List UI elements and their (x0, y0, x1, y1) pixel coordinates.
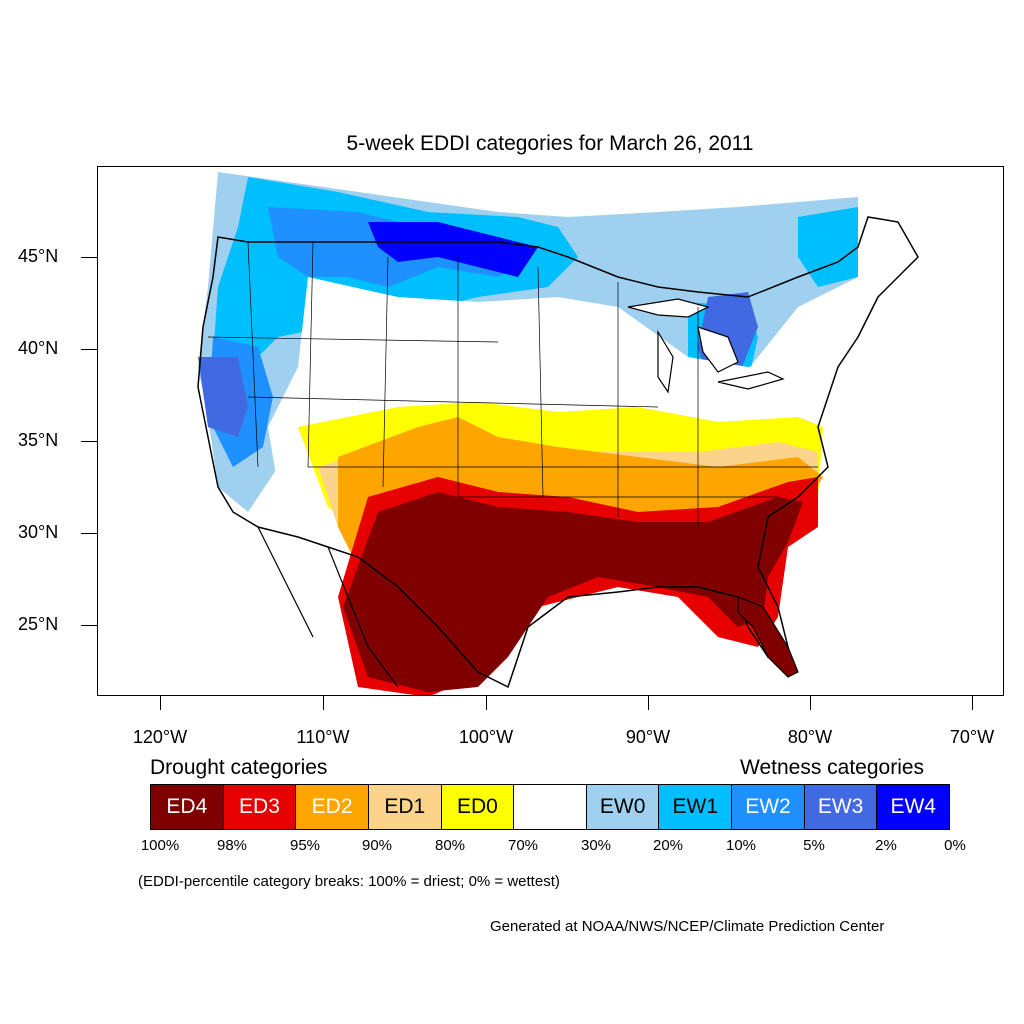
lon-label-110: 110°W (296, 727, 350, 747)
pct-break: 98% (216, 837, 248, 854)
lat-tick-35 (81, 441, 97, 442)
lat-tick-40 (81, 349, 97, 350)
pct-break: 95% (289, 837, 321, 854)
lon-tick-80 (810, 696, 811, 710)
legend-ed1: ED1 (368, 785, 442, 829)
eddi-map (197, 172, 919, 695)
lon-label-120: 120°W (132, 727, 188, 747)
map-panel (97, 166, 1004, 696)
map-title: 5-week EDDI categories for March 26, 201… (346, 132, 754, 155)
lon-tick-90 (648, 696, 649, 710)
lon-tick-110 (323, 696, 324, 710)
region-neutral (268, 277, 818, 487)
pct-break: 10% (725, 837, 757, 854)
lat-tick-45 (81, 257, 97, 258)
pct-break: 80% (434, 837, 466, 854)
region-ew4 (368, 222, 538, 277)
lat-tick-25 (81, 625, 97, 626)
legend-neutral (514, 785, 587, 829)
lon-tick-70 (972, 696, 973, 710)
pct-break: 0% (944, 837, 966, 854)
drought-heading: Drought categories (150, 756, 328, 779)
credit-line: Generated at NOAA/NWS/NCEP/Climate Predi… (490, 918, 885, 935)
category-note: (EDDI-percentile category breaks: 100% =… (138, 873, 560, 890)
mexico-outline (257, 526, 399, 688)
lon-label-70: 70°W (949, 727, 995, 747)
lat-label-40: 40°N (18, 338, 59, 358)
legend-ew2: EW2 (732, 785, 805, 829)
conus-outline (197, 216, 919, 689)
legend-ed2: ED2 (296, 785, 369, 829)
lat-tick-30 (81, 533, 97, 534)
pct-break: 2% (875, 837, 897, 854)
legend-ew0: EW0 (586, 785, 660, 829)
pct-break: 70% (507, 837, 539, 854)
florida (737, 596, 799, 678)
pct-break: 100% (140, 837, 180, 854)
region-ew3 (198, 357, 248, 437)
region-ew1-northeast (798, 207, 858, 287)
legend-ed3: ED3 (223, 785, 297, 829)
pct-break: 5% (803, 837, 825, 854)
lon-tick-100 (486, 696, 487, 710)
lat-label-45: 45°N (18, 246, 59, 266)
pct-break: 20% (652, 837, 684, 854)
state-borders (207, 241, 818, 527)
color-legend: ED4 ED3 ED2 ED1 ED0 EW0 EW1 EW2 EW3 EW4 (150, 784, 950, 830)
legend-ew1: EW1 (659, 785, 733, 829)
legend-ed4: ED4 (151, 785, 224, 829)
lon-tick-120 (160, 696, 161, 710)
pct-break: 30% (580, 837, 612, 854)
lon-label-90: 90°W (625, 727, 671, 747)
legend-ew4: EW4 (877, 785, 950, 829)
wetness-heading: Wetness categories (740, 756, 925, 779)
region-ed4 (343, 492, 803, 692)
lat-label-35: 35°N (18, 430, 59, 450)
lat-label-25: 25°N (18, 614, 59, 634)
legend-ed0: ED0 (441, 785, 515, 829)
lon-label-100: 100°W (458, 727, 514, 747)
pct-break: 90% (361, 837, 393, 854)
lon-label-80: 80°W (787, 727, 833, 747)
legend-ew3: EW3 (804, 785, 878, 829)
lat-label-30: 30°N (18, 522, 59, 542)
